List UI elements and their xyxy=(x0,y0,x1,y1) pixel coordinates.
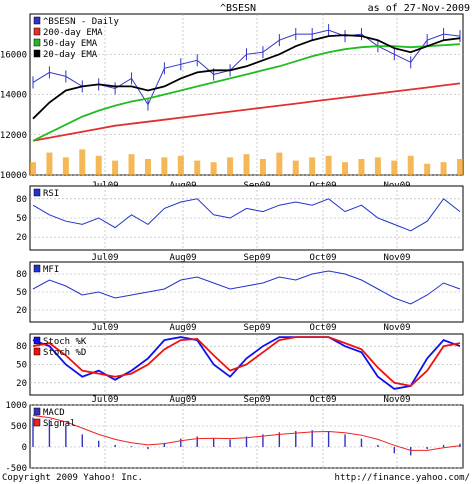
volume-bar xyxy=(112,160,119,175)
x-tick-label: Oct09 xyxy=(309,323,336,333)
volume-bar xyxy=(259,159,266,175)
volume-bar xyxy=(424,163,431,175)
volume-bar xyxy=(161,157,168,175)
volume-bar xyxy=(309,157,316,175)
x-tick-label: Sep09 xyxy=(243,323,270,333)
legend-label: RSI xyxy=(43,189,59,199)
volume-bar xyxy=(391,160,398,175)
volume-bar xyxy=(440,162,447,175)
x-tick-label: Oct09 xyxy=(309,253,336,263)
volume-bar xyxy=(177,155,184,175)
legend-swatch xyxy=(33,347,41,356)
x-tick-label: Oct09 xyxy=(309,395,336,405)
volume-bar xyxy=(210,162,217,175)
legend-label: Signal xyxy=(43,419,76,429)
legend-label: 200-day EMA xyxy=(43,28,103,38)
series-line-rsi-0 xyxy=(32,198,461,232)
legend-label: ^BSESN - Daily xyxy=(43,17,119,27)
legend-swatch xyxy=(33,336,41,345)
x-tick-label: Jul09 xyxy=(91,395,118,405)
volume-bar xyxy=(342,162,349,175)
source-url[interactable]: http://finance.yahoo.com/ xyxy=(335,473,470,483)
legend-label: MACD xyxy=(43,408,65,418)
y-tick-label: 16000 xyxy=(0,50,27,60)
legend-label: Stoch %D xyxy=(43,348,86,358)
volume-bar xyxy=(227,157,234,175)
x-tick-label: Sep09 xyxy=(243,253,270,263)
volume-bar xyxy=(457,159,463,175)
series-line-stoch-1 xyxy=(32,336,461,387)
legend-swatch xyxy=(33,418,41,427)
y-tick-label: 10000 xyxy=(0,171,27,181)
y-tick-label: 80 xyxy=(16,195,27,205)
x-tick-label: Aug09 xyxy=(169,253,196,263)
chart-symbol: ^BSESN xyxy=(220,3,256,14)
y-tick-label: 12000 xyxy=(0,131,27,141)
y-tick-label: 1000 xyxy=(5,401,27,411)
x-tick-label: Sep09 xyxy=(243,395,270,405)
volume-bar xyxy=(325,155,332,175)
legend-swatch xyxy=(33,264,41,273)
signal-line xyxy=(32,415,461,451)
panel-price: 10000 12000 14000 16000 ^BSESN - Daily200-da… xyxy=(0,13,464,191)
y-tick-label: -500 xyxy=(5,464,27,474)
panel-rsi: 20 50 80 RSI Jul09 Aug09 Sep09 Oct09 Nov09 xyxy=(16,185,464,263)
volume-bar xyxy=(374,157,381,175)
y-tick-label: 50 xyxy=(16,214,27,224)
volume-bar xyxy=(128,154,135,175)
y-tick-label: 14000 xyxy=(0,91,27,101)
y-tick-label: 20 xyxy=(16,306,27,316)
legend-label: 20-day EMA xyxy=(43,50,98,60)
y-tick-label: 20 xyxy=(16,233,27,243)
series-line-ema200 xyxy=(32,82,461,142)
volume-bar xyxy=(30,162,36,175)
series-line-stoch-0 xyxy=(32,336,461,390)
y-tick-label: 50 xyxy=(16,288,27,298)
series-line-ema20 xyxy=(32,34,461,120)
x-tick-label: Jul09 xyxy=(91,253,118,263)
legend-label: Stoch %K xyxy=(43,337,87,347)
volume-bar xyxy=(46,152,53,175)
x-tick-label: Nov09 xyxy=(383,323,410,333)
x-tick-label: Nov09 xyxy=(383,395,410,405)
legend-swatch xyxy=(33,407,41,416)
y-tick-label: 0 xyxy=(22,443,27,453)
panel-mfi: 20 50 80 MFI Jul09 Aug09 Sep09 Oct09 Nov09 xyxy=(16,261,464,333)
volume-bar xyxy=(292,160,299,175)
legend-swatch xyxy=(33,16,41,25)
volume-bar xyxy=(79,149,86,175)
copyright-text: Copyright 2009 Yahoo! Inc. xyxy=(2,473,143,483)
y-tick-label: 50 xyxy=(16,361,27,371)
legend-label: 50-day EMA xyxy=(43,39,98,49)
legend-swatch xyxy=(33,49,41,58)
y-tick-label: 500 xyxy=(11,422,27,432)
volume-bar xyxy=(194,160,201,175)
volume-bar xyxy=(358,159,365,175)
volume-bar xyxy=(95,155,102,175)
volume-bar xyxy=(276,152,283,175)
legend-swatch xyxy=(33,27,41,36)
volume-bar xyxy=(62,157,69,175)
volume-bar xyxy=(144,159,151,175)
legend-swatch xyxy=(33,188,41,197)
x-tick-label: Nov09 xyxy=(383,253,410,263)
legend-swatch xyxy=(33,38,41,47)
volume-bar xyxy=(243,154,250,175)
series-line-mfi-0 xyxy=(32,270,461,305)
as-of-date: as of 27-Nov-2009 xyxy=(368,3,470,14)
y-tick-label: 80 xyxy=(16,270,27,280)
y-tick-label: 80 xyxy=(16,342,27,352)
y-tick-label: 20 xyxy=(16,379,27,389)
x-tick-label: Jul09 xyxy=(91,323,118,333)
x-tick-label: Aug09 xyxy=(169,395,196,405)
legend-label: MFI xyxy=(43,265,59,275)
volume-bar xyxy=(407,155,414,175)
x-tick-label: Aug09 xyxy=(169,323,196,333)
